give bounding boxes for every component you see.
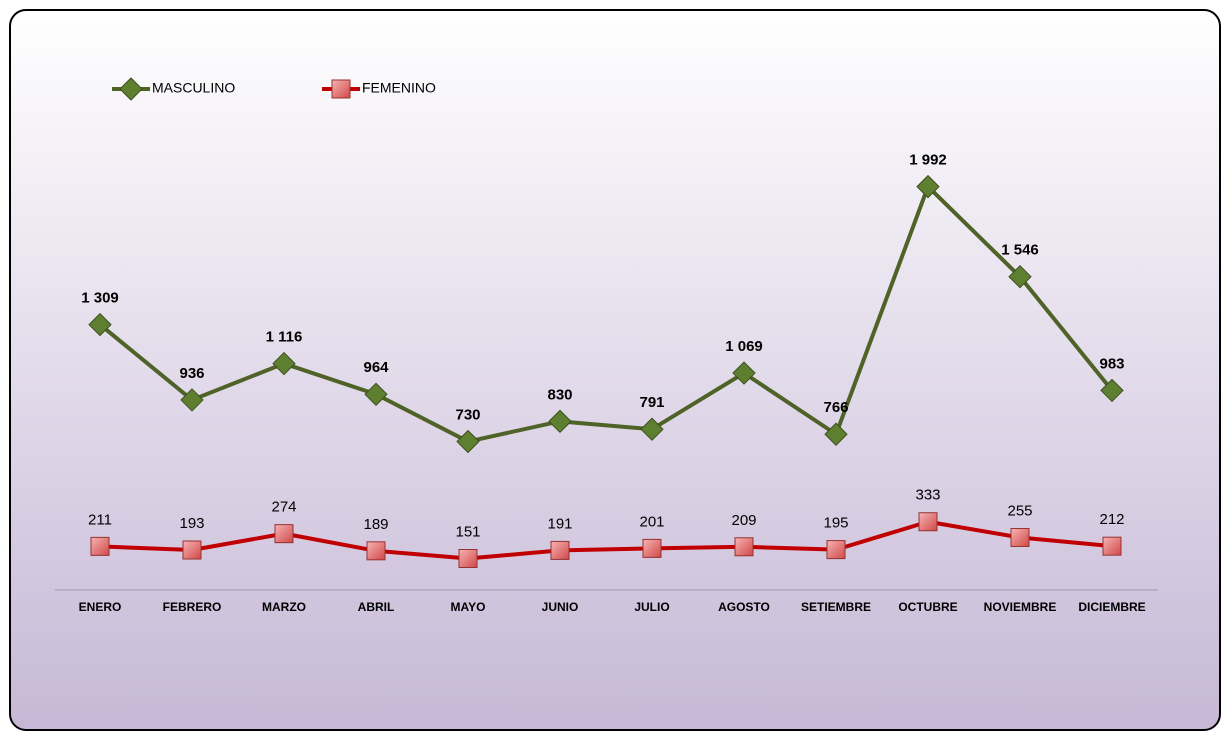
marker: [916, 174, 940, 199]
marker: [274, 524, 294, 544]
x-tick-label: AGOSTO: [718, 600, 770, 614]
data-label: 1 309: [81, 290, 119, 307]
data-label: 1 546: [1001, 242, 1039, 259]
data-label: 964: [363, 359, 389, 376]
series-line: [99, 519, 1113, 561]
marker: [550, 540, 570, 560]
marker: [826, 540, 846, 560]
marker: [824, 422, 848, 446]
data-label: 333: [915, 487, 940, 504]
x-tick-label: MARZO: [262, 600, 306, 614]
data-label: 1 116: [266, 329, 303, 346]
data-label: 189: [363, 516, 388, 533]
data-label: 830: [547, 386, 572, 403]
marker: [640, 417, 664, 441]
x-tick-label: OCTUBRE: [898, 600, 957, 614]
x-tick-label: NOVIEMBRE: [984, 600, 1057, 614]
x-tick-label: ABRIL: [358, 600, 395, 614]
data-label: 766: [823, 399, 848, 416]
marker: [366, 541, 386, 561]
data-label: 730: [455, 407, 480, 424]
x-tick-label: MAYO: [451, 600, 486, 614]
data-label: 255: [1007, 502, 1032, 519]
data-label: 195: [823, 515, 848, 532]
data-label: 1 992: [909, 152, 947, 169]
marker: [90, 536, 110, 556]
marker: [918, 512, 938, 532]
x-tick-label: SETIEMBRE: [801, 600, 871, 614]
marker: [272, 351, 296, 376]
data-label: 936: [179, 365, 204, 382]
x-tick-label: JULIO: [634, 600, 669, 614]
data-label: 791: [639, 394, 664, 411]
marker: [548, 409, 572, 434]
data-label: 201: [639, 513, 664, 530]
x-tick-label: DICIEMBRE: [1078, 600, 1145, 614]
marker: [732, 361, 756, 385]
legend-label: FEMENINO: [362, 80, 436, 96]
marker: [734, 537, 754, 557]
marker: [1008, 265, 1032, 289]
marker: [1102, 536, 1122, 556]
data-label: 983: [1099, 355, 1124, 372]
marker: [88, 312, 112, 337]
data-label: 191: [547, 515, 572, 532]
data-label: 1 069: [725, 338, 763, 355]
marker: [458, 548, 478, 568]
x-tick-label: FEBRERO: [163, 600, 222, 614]
data-label: 209: [731, 512, 756, 529]
series-line: [98, 184, 1114, 444]
marker: [364, 382, 388, 406]
marker: [182, 540, 202, 560]
data-label: 274: [271, 499, 296, 516]
data-label: 151: [455, 523, 480, 540]
marker: [331, 79, 351, 99]
marker: [119, 77, 143, 101]
marker: [642, 538, 662, 558]
chart-frame: [9, 9, 1221, 731]
data-label: 212: [1099, 511, 1124, 528]
marker: [1010, 527, 1030, 547]
marker: [1100, 378, 1124, 403]
legend-label: MASCULINO: [152, 80, 235, 96]
data-label: 211: [88, 511, 112, 528]
data-label: 193: [179, 515, 204, 532]
x-tick-label: ENERO: [79, 600, 122, 614]
marker: [456, 429, 480, 454]
x-tick-label: JUNIO: [542, 600, 579, 614]
marker: [180, 388, 204, 412]
